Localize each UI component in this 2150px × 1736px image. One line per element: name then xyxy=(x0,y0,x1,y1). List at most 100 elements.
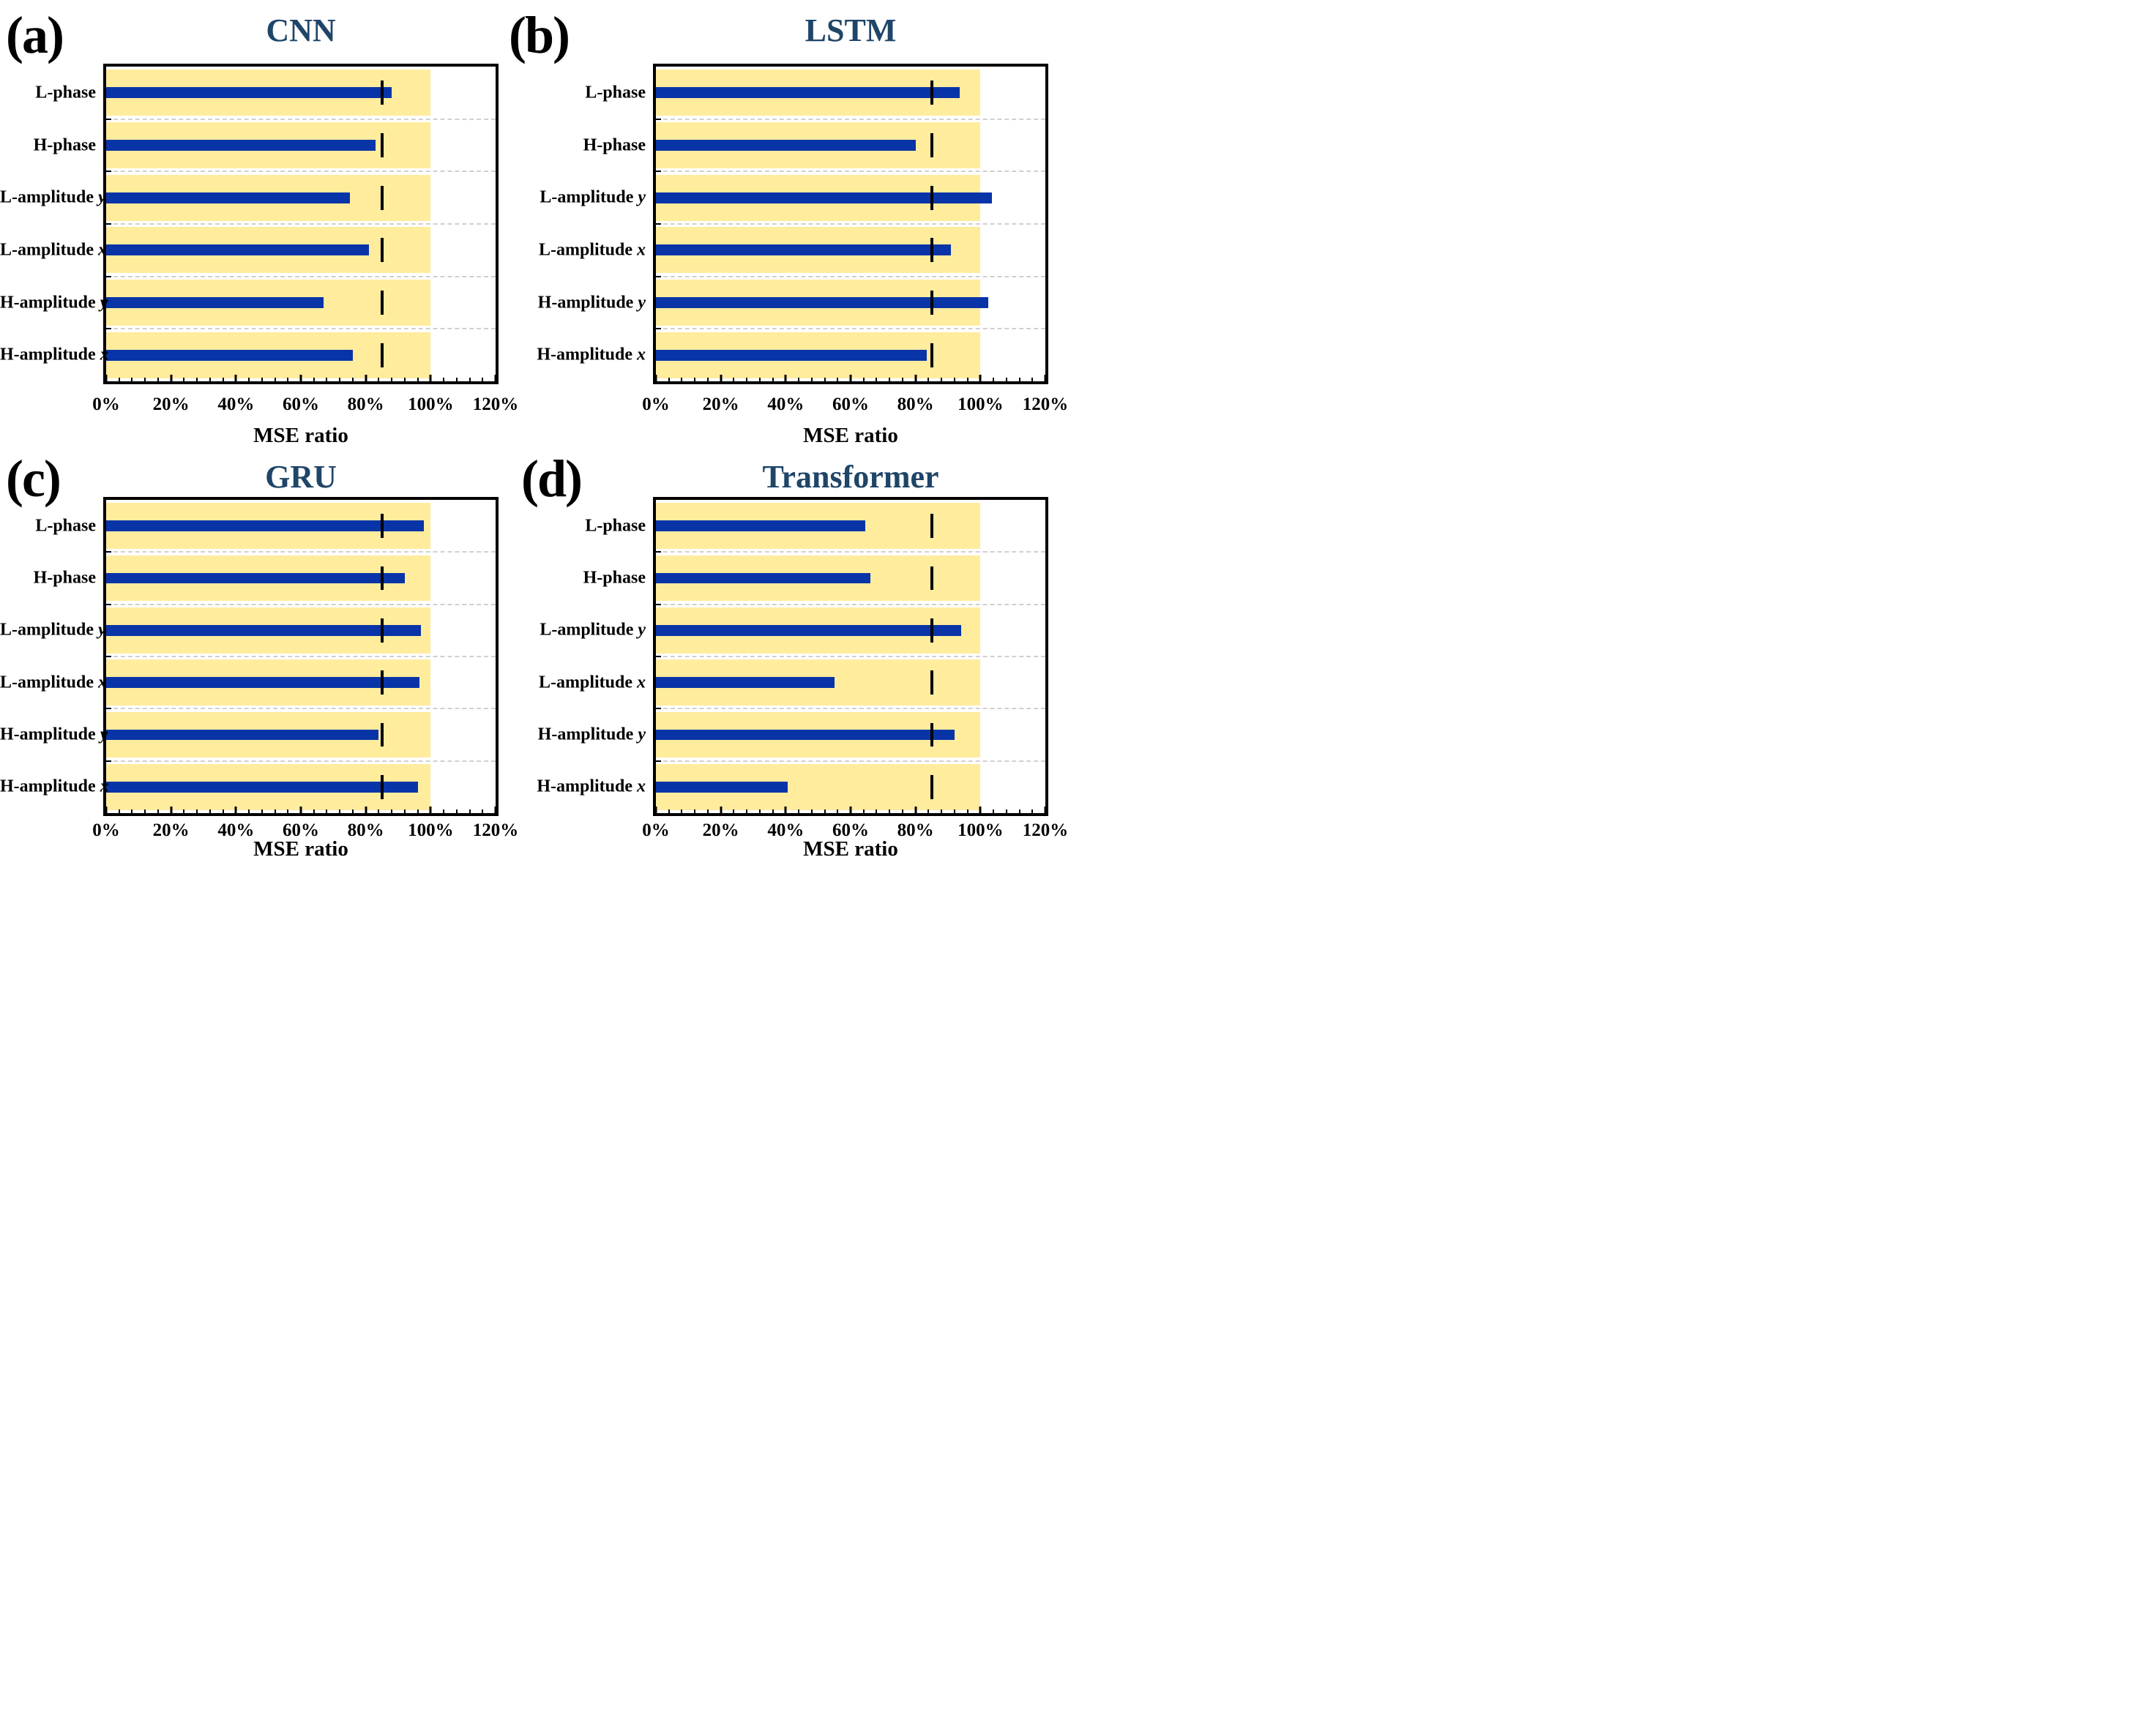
x-axis-minor-tick xyxy=(953,809,955,813)
x-axis-minor-tick xyxy=(183,378,185,381)
x-tick-label: 60% xyxy=(283,394,319,414)
gridline-dashed xyxy=(656,603,1045,605)
x-axis-minor-tick xyxy=(157,378,159,381)
y-axis-minor-tick xyxy=(656,171,661,173)
category-label: L-amplitude y xyxy=(0,187,106,207)
category-label: H-amplitude y xyxy=(537,292,646,312)
gridline-dashed xyxy=(106,551,496,553)
x-axis-minor-tick xyxy=(681,378,683,381)
x-tick-label: 100% xyxy=(958,394,1004,414)
mse-ratio-bar xyxy=(106,349,353,361)
threshold-marker xyxy=(380,774,384,799)
x-axis-minor-tick xyxy=(209,809,211,813)
x-axis-major-tick xyxy=(1044,375,1047,381)
x-axis-minor-tick xyxy=(209,378,211,381)
x-axis-minor-tick xyxy=(758,378,761,381)
y-axis-minor-tick xyxy=(656,603,661,605)
x-axis-major-tick xyxy=(914,807,917,813)
y-axis-minor-tick xyxy=(106,708,111,710)
category-label: L-amplitude x xyxy=(538,673,646,692)
x-axis-minor-tick xyxy=(417,378,419,381)
gridline-dashed xyxy=(106,118,496,120)
x-axis-minor-tick xyxy=(889,809,891,813)
x-axis-minor-tick xyxy=(1031,809,1034,813)
plot-area xyxy=(653,64,1048,384)
mse-ratio-bar xyxy=(106,87,392,99)
gridline-dashed xyxy=(656,275,1045,277)
mse-ratio-bar xyxy=(106,244,370,256)
x-axis-minor-tick xyxy=(274,378,276,381)
category-label: H-amplitude y xyxy=(0,725,108,744)
x-axis-minor-tick xyxy=(326,378,328,381)
x-axis-minor-tick xyxy=(1018,378,1020,381)
mse-ratio-bar xyxy=(106,192,350,203)
threshold-marker xyxy=(380,514,384,539)
x-axis-minor-tick xyxy=(810,378,813,381)
y-axis-minor-tick xyxy=(106,551,111,553)
x-axis-major-tick xyxy=(849,375,852,381)
x-axis-minor-tick xyxy=(403,809,406,813)
x-axis-minor-tick xyxy=(927,809,930,813)
mse-ratio-bar xyxy=(656,349,927,361)
category-label: L-phase xyxy=(585,83,646,102)
x-axis-minor-tick xyxy=(966,809,968,813)
x-axis-minor-tick xyxy=(339,809,341,813)
x-axis-minor-tick xyxy=(733,809,735,813)
x-tick-label: 0% xyxy=(642,394,670,414)
x-tick-label: 0% xyxy=(642,820,670,840)
category-label: H-phase xyxy=(583,135,646,154)
x-axis-minor-tick xyxy=(953,378,955,381)
x-tick-label: 20% xyxy=(702,820,739,840)
mse-ratio-bar xyxy=(656,139,916,151)
x-axis-minor-tick xyxy=(261,378,263,381)
gridline-dashed xyxy=(106,656,496,657)
category-label: H-phase xyxy=(583,568,646,588)
x-axis-minor-tick xyxy=(824,809,826,813)
gridline-dashed xyxy=(106,708,496,710)
x-axis-minor-tick xyxy=(837,809,839,813)
x-axis-minor-tick xyxy=(941,809,943,813)
x-axis-minor-tick xyxy=(876,378,878,381)
category-label: L-amplitude y xyxy=(540,187,646,207)
x-tick-label: 80% xyxy=(897,820,934,840)
gridline-dashed xyxy=(656,708,1045,710)
x-tick-label: 0% xyxy=(92,820,120,840)
threshold-marker xyxy=(930,238,933,263)
x-tick-label: 120% xyxy=(472,820,519,840)
x-axis-minor-tick xyxy=(378,378,380,381)
x-axis-minor-tick xyxy=(403,378,406,381)
gridline-dashed xyxy=(106,328,496,330)
mse-ratio-bar xyxy=(106,572,405,584)
panel-title: LSTM xyxy=(805,12,897,48)
mse-ratio-bar xyxy=(106,729,379,741)
x-axis-minor-tick xyxy=(798,378,800,381)
x-axis-major-tick xyxy=(849,807,852,813)
threshold-marker xyxy=(380,291,384,315)
x-axis-minor-tick xyxy=(469,809,471,813)
threshold-marker xyxy=(380,618,384,643)
x-tick-label: 100% xyxy=(408,820,454,840)
x-axis-minor-tick xyxy=(351,809,354,813)
x-axis-minor-tick xyxy=(469,378,471,381)
category-label: L-amplitude x xyxy=(0,240,108,260)
y-axis-minor-tick xyxy=(106,656,111,657)
x-axis-label: MSE ratio xyxy=(803,424,898,447)
mse-ratio-bar xyxy=(656,624,961,636)
x-axis-minor-tick xyxy=(746,378,748,381)
y-axis-minor-tick xyxy=(656,708,661,710)
x-axis-minor-tick xyxy=(455,378,458,381)
x-tick-label: 100% xyxy=(958,820,1004,840)
x-axis-minor-tick xyxy=(131,378,133,381)
x-axis-minor-tick xyxy=(837,378,839,381)
category-label: H-amplitude y xyxy=(0,292,108,312)
y-axis-minor-tick xyxy=(106,328,111,330)
x-tick-label: 80% xyxy=(347,394,384,414)
mse-ratio-bar xyxy=(656,781,788,793)
x-axis-major-tick xyxy=(299,807,302,813)
x-axis-minor-tick xyxy=(901,378,903,381)
category-label: H-phase xyxy=(33,568,96,588)
category-label: L-phase xyxy=(35,516,96,536)
category-label: H-phase xyxy=(33,135,96,154)
figure: (a) CNN L-phase H-phase L-amplitude y L-ampli… xyxy=(0,0,1075,868)
x-axis-major-tick xyxy=(105,807,108,813)
